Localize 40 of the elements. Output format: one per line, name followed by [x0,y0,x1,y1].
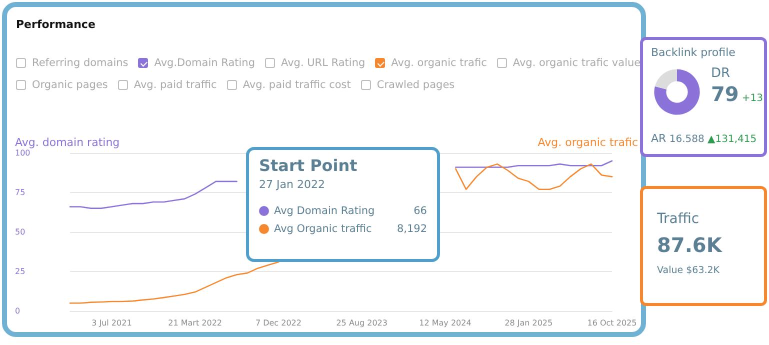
x-tick-label: 3 Jul 2021 [92,318,132,328]
y-tick-label: 100 [15,148,30,158]
text: Avg. URL Rating [280,56,366,71]
text: DR [711,66,730,81]
y2-axis-title: Avg. organic trafic [538,136,638,149]
annotation: 8,192 [396,223,427,235]
y-axis-title: Avg. domain rating [15,136,120,149]
y-tick-label: 50 [15,228,26,236]
chart-title: Performance [16,18,96,31]
annotation: Avg Domain Rating [274,205,376,217]
text: Referring domains [31,56,128,71]
text: ▲131,415 [708,134,757,145]
text: Avg. paid traffic cost [242,78,351,93]
annotation: Avg Organic traffic [274,223,373,235]
text: AR [651,132,666,145]
legend-label: Avg.Domain Rating [153,56,255,71]
x-tick-label: 12 May 2024 [419,318,472,328]
text: Avg. paid traffic [132,78,217,93]
text: Crawled pages [376,78,455,93]
chart-title: Backlink profile [651,46,736,59]
x-tick-label: 21 Mart 2022 [168,318,222,328]
x-tick-label: 7 Dec 2022 [255,318,302,328]
x-tick-label: 28 Jan 2025 [504,318,553,328]
y-tick-label: 25 [15,267,26,276]
text: Value $63.2K [657,265,721,276]
annotation: 66 [414,205,427,217]
annotation: Start Point [259,156,358,175]
annotation: 27 Jan 2022 [259,178,326,191]
text: 16.588 [669,134,704,145]
text: Traffic [657,211,700,227]
legend-label: Avg. organic trafic [390,56,487,71]
text: 79 [711,82,739,106]
text: Avg. organic trafic value [512,56,641,71]
text: Organic pages [31,78,108,93]
x-tick-label: 25 Aug 2023 [336,318,388,328]
y-tick-label: 0 [15,306,20,316]
text: +13 [742,93,763,104]
x-tick-label: 16 Oct 2025 [587,318,637,328]
y-tick-label: 75 [15,188,26,197]
text: 87.6K [657,233,724,257]
